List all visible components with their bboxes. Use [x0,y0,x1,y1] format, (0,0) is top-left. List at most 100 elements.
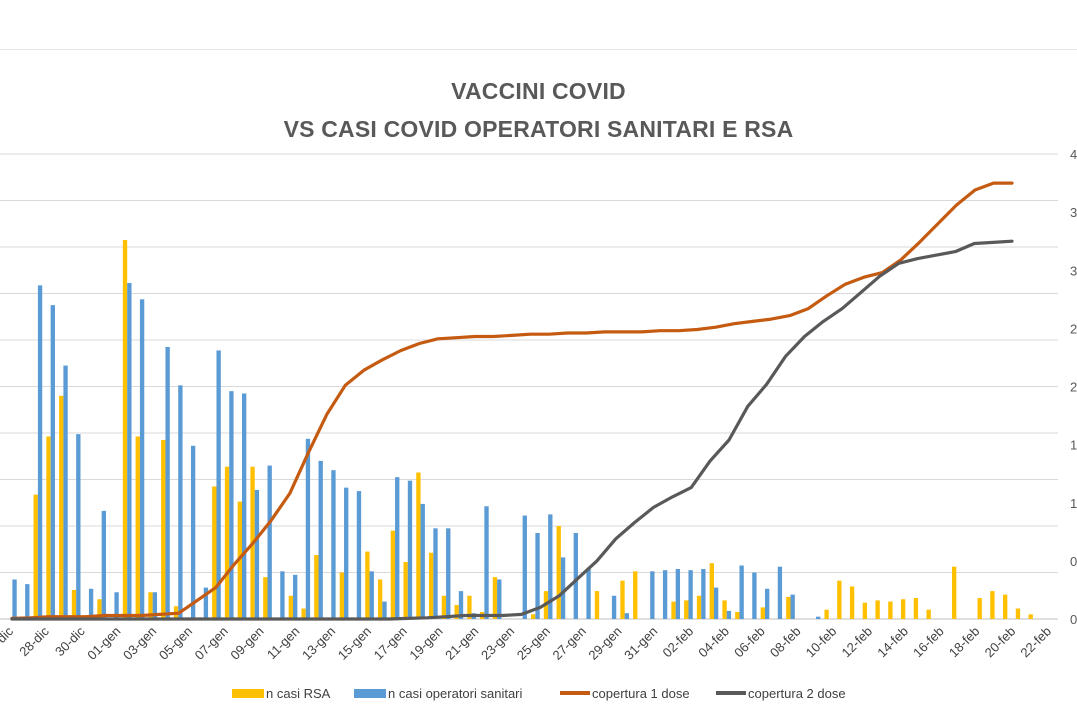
bar-operatori [662,570,668,619]
x-tick-label: 14-feb [874,624,911,661]
bar-operatori [816,616,821,619]
bar-rsa [620,580,625,619]
bar-operatori [127,283,132,619]
bar-operatori [701,569,706,619]
bar-operatori [254,489,260,619]
bar-rsa [824,609,829,619]
x-tick-label: 18-feb [946,624,983,661]
bar-rsa [926,609,931,619]
bar-operatori [241,393,247,619]
x-tick-label: 16-feb [910,624,947,661]
bar-rsa [1028,614,1033,619]
bar-rsa [951,566,957,619]
bar-operatori [611,595,617,619]
legend-label-1: n casi RSA [266,686,331,701]
x-tick-label: 03-gen [120,624,159,663]
bar-operatori [165,346,170,619]
bar-operatori [76,434,81,619]
x-tick-label: 12-feb [838,624,875,661]
bar-rsa [492,577,498,619]
bar-operatori [37,285,43,619]
bar-rsa [288,595,294,619]
bar-operatori [293,574,298,619]
bar-rsa [428,552,434,619]
bar-rsa [224,466,230,619]
bar-operatori [25,584,30,619]
legend-label-3: copertura 1 dose [592,686,690,701]
bar-operatori [229,391,234,619]
bar-rsa [97,599,102,619]
bar-rsa [760,607,765,619]
chart-subtitle: VS CASI COVID OPERATORI SANITARI E RSA [283,116,794,142]
x-tick-label: 17-gen [371,624,410,663]
bar-operatori [433,528,438,619]
x-tick-label: 07-gen [192,624,231,663]
bar-operatori [739,565,744,619]
bar-operatori [573,532,578,619]
bar-operatori [356,491,362,619]
bar-rsa [849,586,855,619]
bar-rsa [556,526,561,619]
bar-operatori [203,587,209,619]
x-tick-label: 25-gen [514,624,553,663]
x-tick-label: 05-gen [156,624,195,663]
x-tick-label: 20-feb [982,624,1019,661]
bar-operatori [318,460,323,619]
bar-rsa [33,494,38,619]
bar-rsa [161,439,166,619]
bar-operatori [650,571,655,619]
bar-operatori [382,601,387,619]
bar-rsa [594,591,600,619]
top-divider [0,49,1077,50]
right-axis-tick-label: 3 [1070,263,1077,278]
x-tick-label: 21-gen [442,624,481,663]
x-tick-label: 04-feb [695,624,732,661]
bar-rsa [900,599,906,619]
bar-rsa [977,598,982,619]
right-axis-tick-label: 0 [1070,612,1077,627]
bar-operatori [50,305,55,619]
x-tick-label: 08-feb [767,624,804,661]
bar-rsa [722,600,727,619]
bar-rsa [148,592,153,619]
bar-operatori [216,350,221,619]
bar-operatori [522,515,527,619]
legend-swatch-2 [354,689,386,698]
bar-operatori [139,299,145,619]
bar-operatori [624,613,630,619]
bar-operatori [752,572,757,619]
bar-operatori [675,569,681,619]
bar-operatori [395,477,400,619]
bar-operatori [331,470,336,619]
legend-label-2: n casi operatori sanitari [388,686,523,701]
bar-operatori [484,506,489,619]
bar-operatori [586,569,591,619]
bar-rsa [263,577,268,619]
bar-operatori [535,532,540,619]
bar-operatori [446,528,451,619]
bar-operatori [790,594,795,619]
x-tick-label: 10-feb [803,624,840,661]
right-axis-tick-label: 0 [1070,554,1077,569]
bar-rsa [671,601,676,619]
bar-operatori [407,480,413,619]
bar-rsa [390,530,396,619]
bar-rsa [467,595,472,619]
bar-rsa [135,436,140,619]
bar-rsa [633,571,638,619]
x-tick-label: 11-gen [264,624,303,663]
bar-rsa [46,436,51,619]
bar-rsa [314,555,319,619]
bar-rsa [454,605,459,619]
bar-rsa [59,395,64,619]
bar-operatori [101,510,107,619]
bar-rsa [1015,608,1021,619]
legend-label-4: copertura 2 dose [748,686,846,701]
bar-operatori [344,487,349,619]
x-tick-label: 09-gen [227,624,266,663]
bar-operatori [458,591,464,619]
bar-operatori [777,566,783,619]
bar-operatori [267,465,272,619]
bar-operatori [178,385,183,619]
